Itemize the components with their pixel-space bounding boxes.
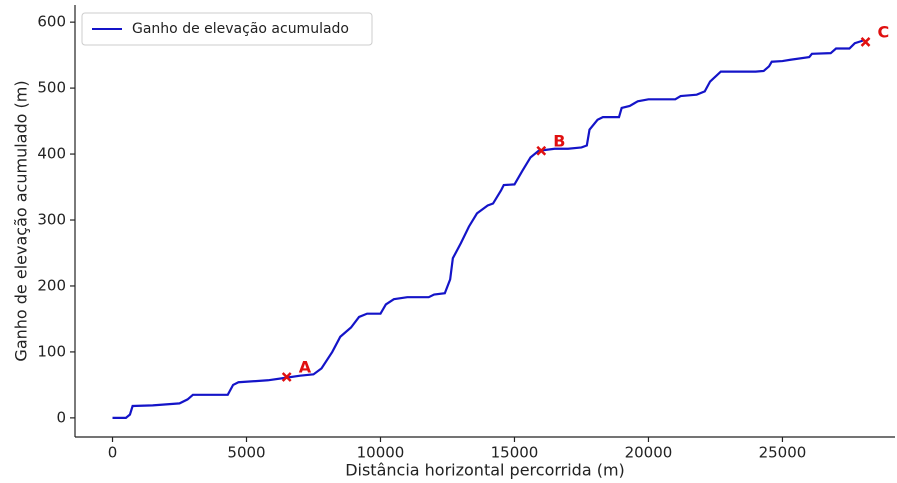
marker	[860, 37, 871, 47]
marker	[281, 372, 292, 382]
marker	[536, 145, 547, 156]
y-axis-label: Ganho de elevação acumulado (m)	[12, 80, 31, 361]
legend-label: Ganho de elevação acumulado	[132, 21, 349, 37]
y-tick-label: 0	[56, 408, 66, 426]
x-tick-label: 10000	[357, 444, 405, 462]
y-tick-label: 400	[37, 145, 66, 163]
line	[112, 39, 864, 419]
x-axis-label: Distância horizontal percorrida (m)	[345, 461, 625, 480]
x-tick-label: 20000	[625, 444, 673, 462]
legend-box	[81, 12, 373, 46]
marker-label: A	[299, 357, 312, 376]
y-tick-label: 600	[37, 13, 66, 31]
marker-label: B	[553, 131, 565, 150]
y-tick-label: 200	[37, 276, 66, 294]
x-tick-label: 5000	[227, 444, 265, 462]
x-tick-label: 0	[108, 444, 118, 462]
y-tick-label: 100	[37, 342, 66, 360]
y-tick-label: 300	[37, 211, 66, 229]
x-tick-label: 15000	[491, 444, 539, 462]
marker-label: C	[878, 22, 890, 41]
x-tick-label: 25000	[759, 444, 807, 462]
y-tick-label: 500	[37, 79, 66, 97]
